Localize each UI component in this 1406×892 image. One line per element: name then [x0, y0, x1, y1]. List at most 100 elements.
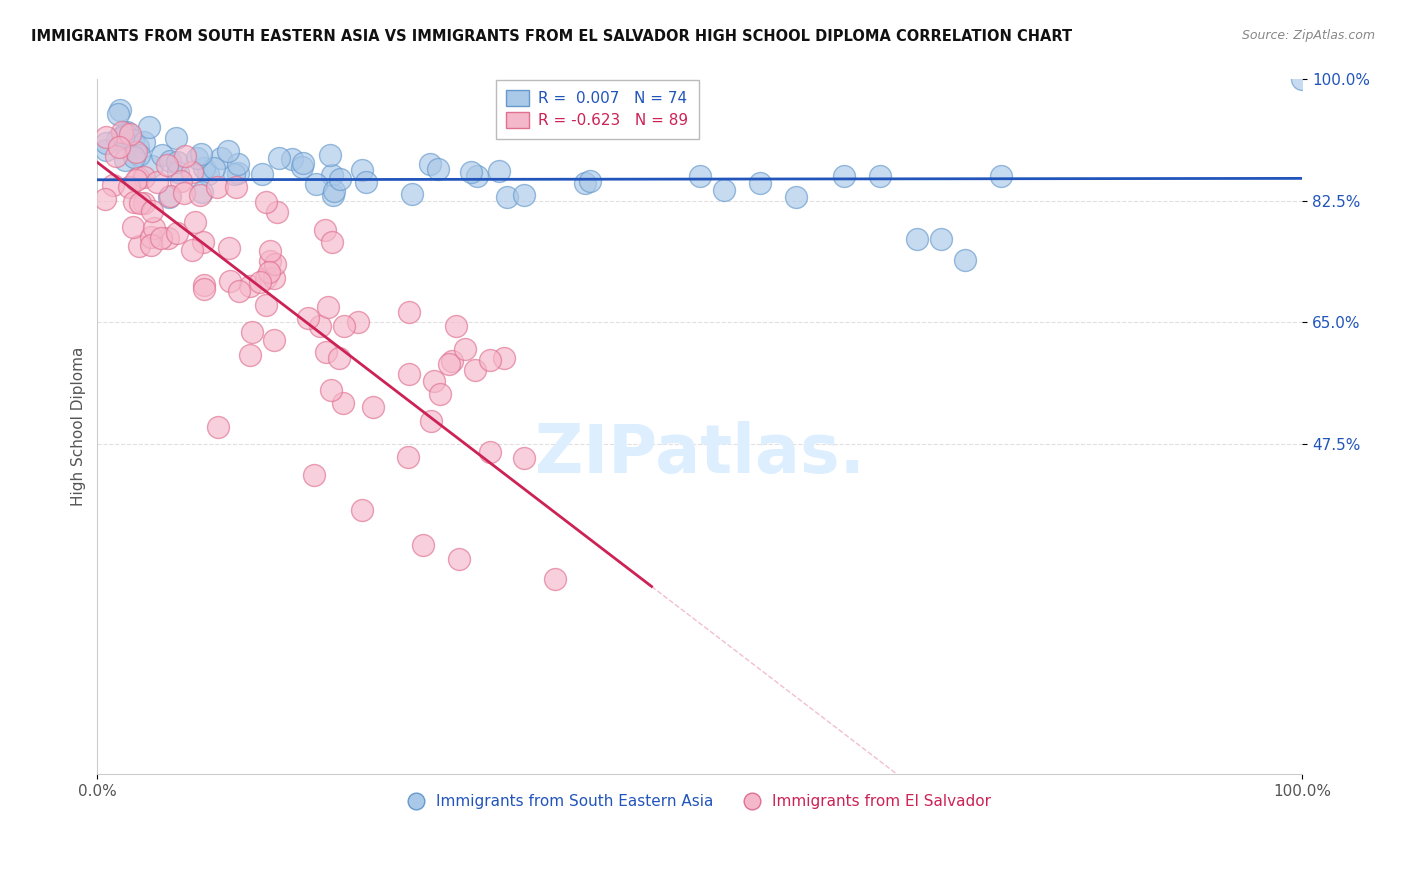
Point: [281, 153, 304, 167]
Point: [202, 161, 225, 175]
Point: [429, 386, 451, 401]
Point: [94, 130, 117, 145]
Point: [495, 190, 517, 204]
Point: [309, 318, 332, 333]
Point: [259, 244, 281, 259]
Point: [134, 135, 156, 149]
Point: [297, 311, 319, 326]
Point: [120, 127, 142, 141]
Point: [354, 175, 377, 189]
Point: [352, 503, 374, 517]
Point: [218, 241, 240, 255]
Point: [256, 298, 278, 312]
Point: [249, 275, 271, 289]
Point: [412, 538, 434, 552]
Point: [108, 103, 131, 117]
Point: [240, 325, 263, 339]
Point: [347, 315, 370, 329]
Point: [291, 160, 314, 174]
Point: [105, 132, 128, 146]
Point: [263, 271, 285, 285]
Point: [749, 176, 772, 190]
Point: [321, 235, 343, 249]
Point: [193, 161, 215, 175]
Point: [447, 551, 470, 566]
Point: [122, 194, 145, 209]
Point: [427, 161, 450, 176]
Point: [217, 145, 239, 159]
Point: [218, 274, 240, 288]
Point: [689, 169, 711, 184]
Point: [254, 194, 277, 209]
Point: [197, 167, 219, 181]
Point: [579, 174, 602, 188]
Point: [141, 230, 163, 244]
Point: [207, 419, 229, 434]
Point: [398, 368, 420, 382]
Point: [785, 190, 807, 204]
Point: [226, 166, 249, 180]
Point: [319, 147, 342, 161]
Point: [513, 188, 536, 202]
Point: [333, 318, 356, 333]
Point: [141, 203, 163, 218]
Point: [128, 238, 150, 252]
Y-axis label: High School Diploma: High School Diploma: [72, 347, 86, 507]
Point: [122, 220, 145, 235]
Point: [239, 279, 262, 293]
Point: [138, 120, 160, 134]
Point: [174, 149, 197, 163]
Point: [398, 305, 420, 319]
Point: [322, 188, 344, 202]
Point: [134, 169, 156, 184]
Point: [184, 215, 207, 229]
Point: [302, 468, 325, 483]
Point: [209, 151, 232, 165]
Point: [193, 277, 215, 292]
Point: [224, 167, 246, 181]
Point: [118, 180, 141, 194]
Point: [321, 168, 343, 182]
Point: [929, 232, 952, 246]
Point: [170, 174, 193, 188]
Point: [488, 163, 510, 178]
Point: [401, 187, 423, 202]
Point: [464, 363, 486, 377]
Text: IMMIGRANTS FROM SOUTH EASTERN ASIA VS IMMIGRANTS FROM EL SALVADOR HIGH SCHOOL DI: IMMIGRANTS FROM SOUTH EASTERN ASIA VS IM…: [31, 29, 1071, 44]
Point: [228, 157, 250, 171]
Text: ZIPatlas.: ZIPatlas.: [534, 421, 865, 487]
Point: [905, 232, 928, 246]
Point: [332, 396, 354, 410]
Point: [266, 204, 288, 219]
Point: [478, 352, 501, 367]
Point: [111, 124, 134, 138]
Point: [225, 180, 247, 194]
Point: [460, 165, 482, 179]
Point: [186, 152, 208, 166]
Point: [439, 357, 461, 371]
Point: [419, 157, 441, 171]
Point: [127, 140, 149, 154]
Point: [263, 333, 285, 347]
Point: [156, 158, 179, 172]
Legend: Immigrants from South Eastern Asia, Immigrants from El Salvador: Immigrants from South Eastern Asia, Immi…: [402, 788, 997, 815]
Point: [316, 300, 339, 314]
Point: [264, 257, 287, 271]
Point: [319, 383, 342, 397]
Point: [190, 185, 212, 199]
Point: [125, 172, 148, 186]
Text: Source: ZipAtlas.com: Source: ZipAtlas.com: [1241, 29, 1375, 42]
Point: [142, 221, 165, 235]
Point: [205, 180, 228, 194]
Point: [305, 177, 328, 191]
Point: [396, 450, 419, 464]
Point: [104, 149, 127, 163]
Point: [124, 150, 146, 164]
Point: [115, 125, 138, 139]
Point: [350, 162, 373, 177]
Point: [869, 169, 891, 184]
Point: [834, 169, 856, 184]
Point: [132, 196, 155, 211]
Point: [239, 348, 262, 362]
Point: [127, 170, 149, 185]
